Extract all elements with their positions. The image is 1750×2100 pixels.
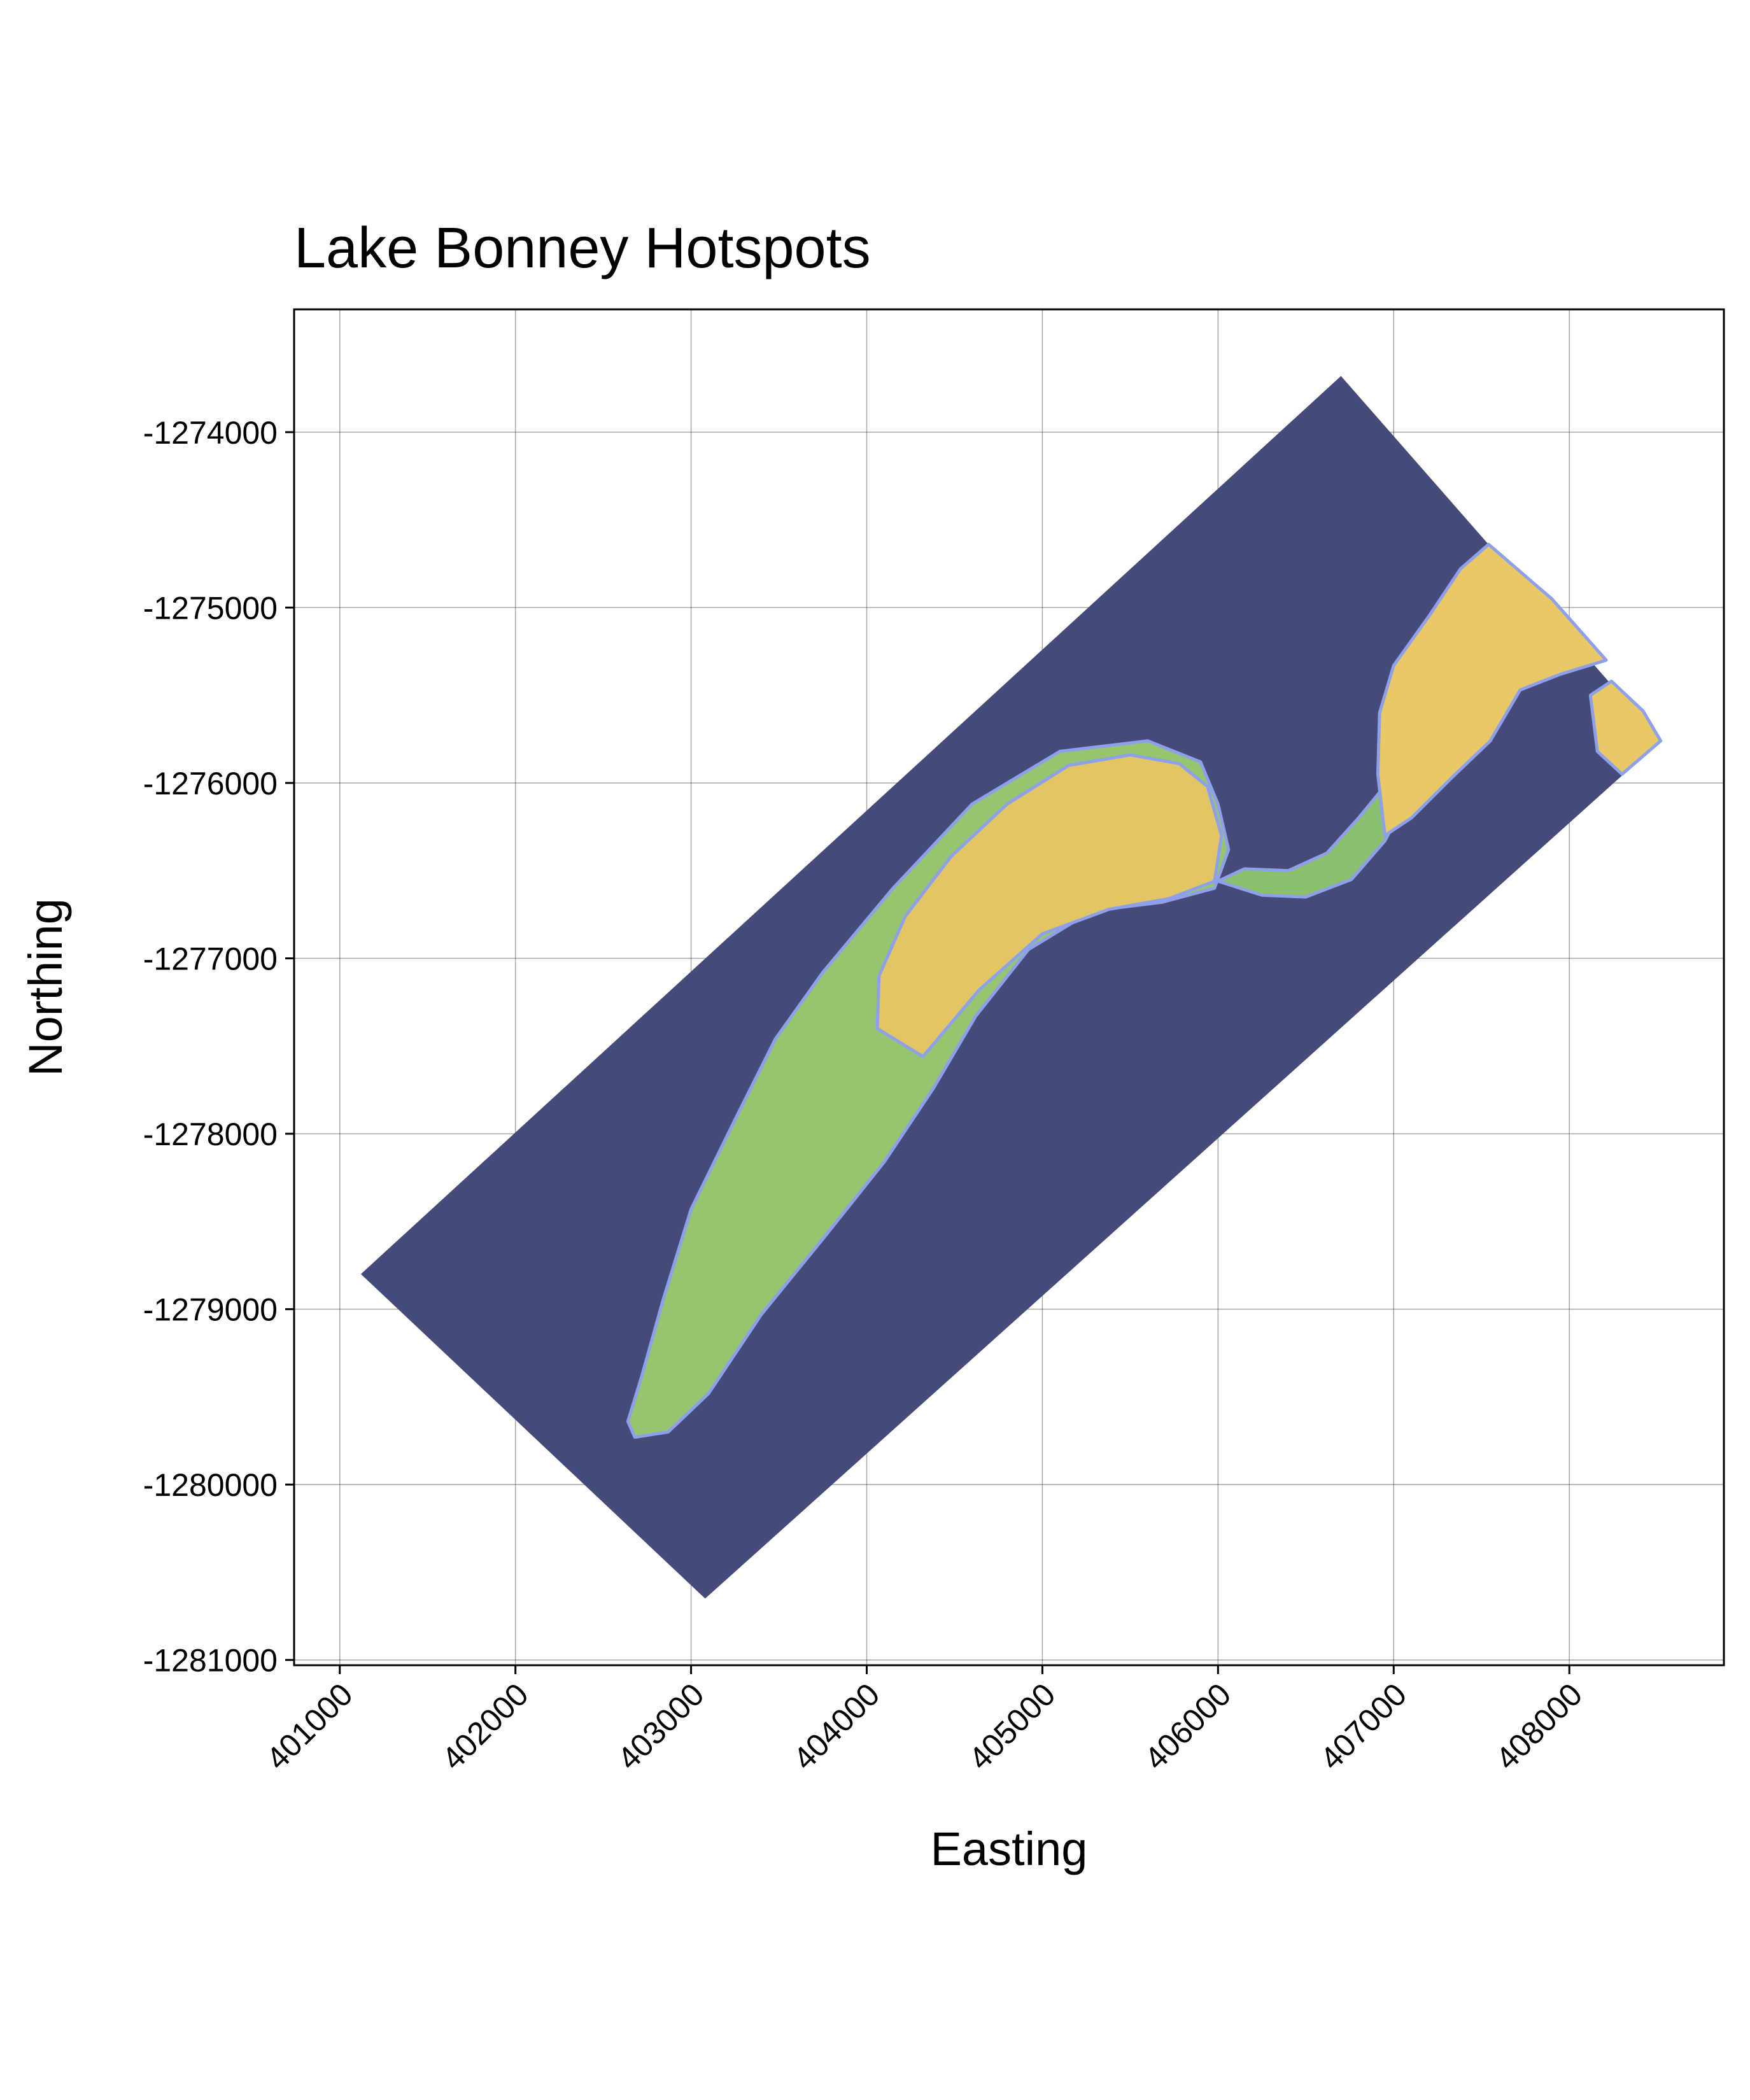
region-lake-west-high bbox=[875, 753, 1224, 1059]
y-axis-ticks: -1274000 -1275000 -1276000 -1277000 -1278000… bbox=[143, 415, 294, 1679]
x-tick-label: 403000 bbox=[610, 1677, 711, 1777]
y-tick-label: -1280000 bbox=[143, 1467, 278, 1503]
x-tick-label: 406000 bbox=[1138, 1677, 1238, 1777]
region-low bbox=[360, 376, 1661, 1599]
y-axis-title: Northing bbox=[19, 898, 72, 1076]
y-tick-label: -1278000 bbox=[143, 1117, 278, 1152]
y-tick-label: -1274000 bbox=[143, 415, 278, 451]
y-tick-label: -1277000 bbox=[143, 941, 278, 977]
x-tick-label: 407000 bbox=[1313, 1677, 1414, 1777]
plot-frame bbox=[293, 308, 1725, 1667]
x-tick-label: 401000 bbox=[259, 1677, 360, 1777]
y-tick-label: -1275000 bbox=[143, 590, 278, 626]
x-axis-ticks: 401000 402000 403000 404000 405000 406000 4070… bbox=[259, 1665, 1589, 1777]
chart-title: Lake Bonney Hotspots bbox=[294, 216, 871, 280]
region-lake-east-tip bbox=[1588, 679, 1663, 776]
y-tick-label: -1281000 bbox=[143, 1643, 278, 1679]
x-tick-label: 408000 bbox=[1489, 1677, 1590, 1777]
y-tick-label: -1276000 bbox=[143, 766, 278, 801]
x-tick-label: 405000 bbox=[962, 1677, 1062, 1777]
x-axis-title: Easting bbox=[931, 1822, 1088, 1875]
x-tick-label: 404000 bbox=[786, 1677, 887, 1777]
heatmap-raster bbox=[360, 376, 1663, 1599]
x-tick-label: 402000 bbox=[435, 1677, 535, 1777]
y-tick-label: -1279000 bbox=[143, 1292, 278, 1328]
region-lake-east bbox=[1376, 542, 1608, 838]
